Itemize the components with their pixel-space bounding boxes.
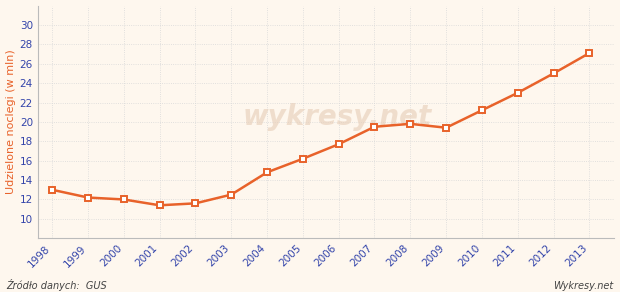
Text: wykresy.net: wykresy.net: [243, 103, 432, 131]
Y-axis label: Udzielone noclegi (w mln): Udzielone noclegi (w mln): [6, 50, 16, 194]
Text: Wykresy.net: Wykresy.net: [554, 281, 614, 291]
Text: Źródło danych:  GUS: Źródło danych: GUS: [6, 279, 107, 291]
